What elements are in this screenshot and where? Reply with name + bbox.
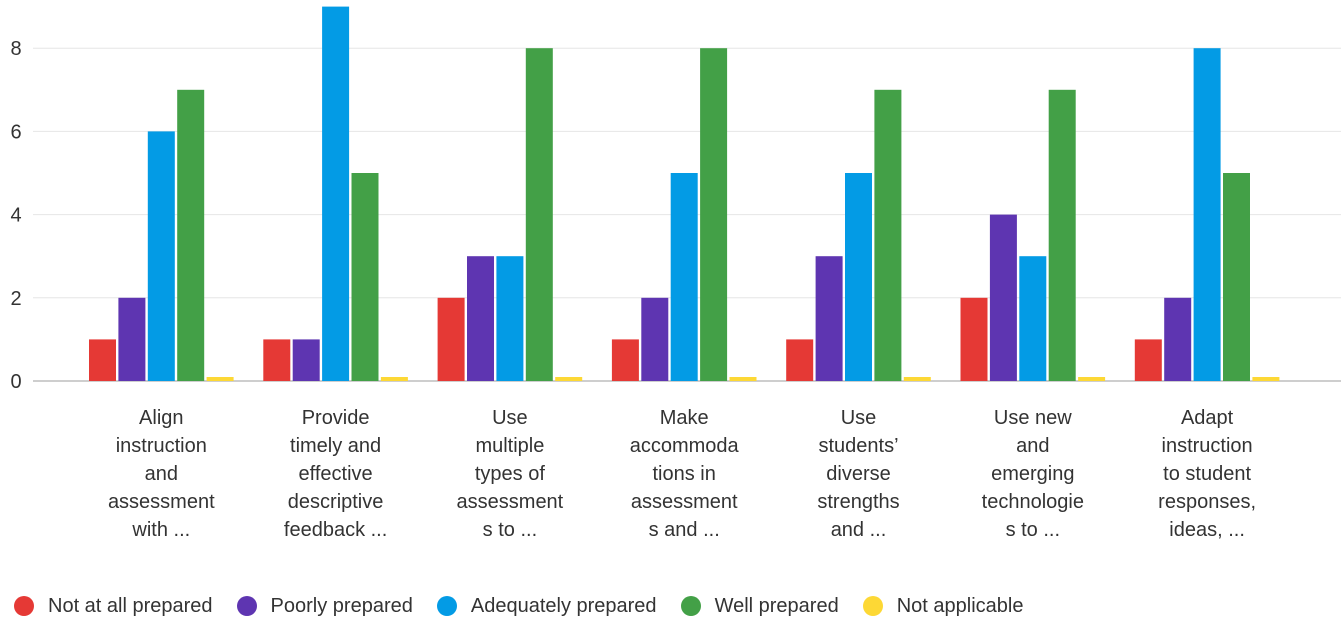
bar [206,377,234,381]
legend: Not at all prepared Poorly prepared Adequa… [14,591,1047,621]
bar [1252,377,1280,381]
bar [874,89,902,382]
bar [729,377,757,381]
bar [555,377,583,381]
legend-item[interactable]: Adequately prepared [436,594,657,618]
bar [322,6,350,381]
bar [89,339,116,381]
legend-dot-icon [436,596,457,616]
bar [670,173,698,381]
bar [1078,377,1106,381]
legend-item[interactable]: Well prepared [680,594,839,618]
legend-label: Not at all prepared [48,594,213,617]
legend-dot-icon [14,596,34,616]
legend-item[interactable]: Poorly prepared [236,594,413,618]
bar [815,256,843,381]
x-category-label: Use multiple types of assessment s to ... [457,407,564,541]
bar [380,377,408,381]
x-category-label: Make accommoda tions in assessment s and ... [630,407,740,541]
bar [1134,339,1162,381]
bar [903,377,931,381]
bar [496,256,524,381]
bar [351,173,379,381]
bar [292,339,320,381]
legend-label: Not applicable [896,594,1024,617]
bar [1193,48,1221,381]
bar [467,256,494,381]
bar [786,339,814,381]
legend-label: Well prepared [714,594,839,617]
bar [118,297,146,381]
x-category-label: Align instruction and assessment with ... [108,407,215,541]
x-category-label: Adapt instruction to student responses, idea… [1158,407,1256,541]
bar-chart: 0 2 4 6 8 Align instruction and assessment with … [10,6,1341,541]
y-axis-ticks: 0 2 4 6 8 [10,38,21,393]
bar [1019,256,1047,381]
bar [641,297,669,381]
bar [1048,89,1076,382]
bars [89,6,1280,382]
bar [1223,173,1250,381]
y-tick-label: 0 [10,371,21,393]
legend-dot-icon [680,596,701,616]
x-category-label: Use students’ diverse strengths and ... [817,407,899,541]
bar [177,89,205,382]
bar [525,48,553,381]
bar [989,214,1017,381]
y-tick-label: 4 [10,205,21,227]
legend-label: Adequately prepared [470,594,657,617]
bar [611,339,639,381]
x-axis-labels: Align instruction and assessment with ... Pro… [108,407,1256,541]
bar [960,297,988,381]
bar [437,297,465,381]
legend-item[interactable]: Not applicable [862,594,1024,618]
x-category-label: Use new and emerging technologie s to ... [982,407,1084,541]
y-tick-label: 6 [10,121,21,143]
bar [700,48,728,381]
bar [263,339,291,381]
bar [147,131,175,381]
legend-dot-icon [236,596,257,616]
legend-dot-icon [862,596,883,616]
y-tick-label: 2 [10,288,21,310]
legend-label: Poorly prepared [270,594,413,617]
bar [845,173,872,381]
legend-item[interactable]: Not at all prepared [14,595,213,618]
y-tick-label: 8 [10,38,21,60]
x-category-label: Provide timely and effective descriptive fee… [284,407,387,541]
bar [1164,297,1192,381]
